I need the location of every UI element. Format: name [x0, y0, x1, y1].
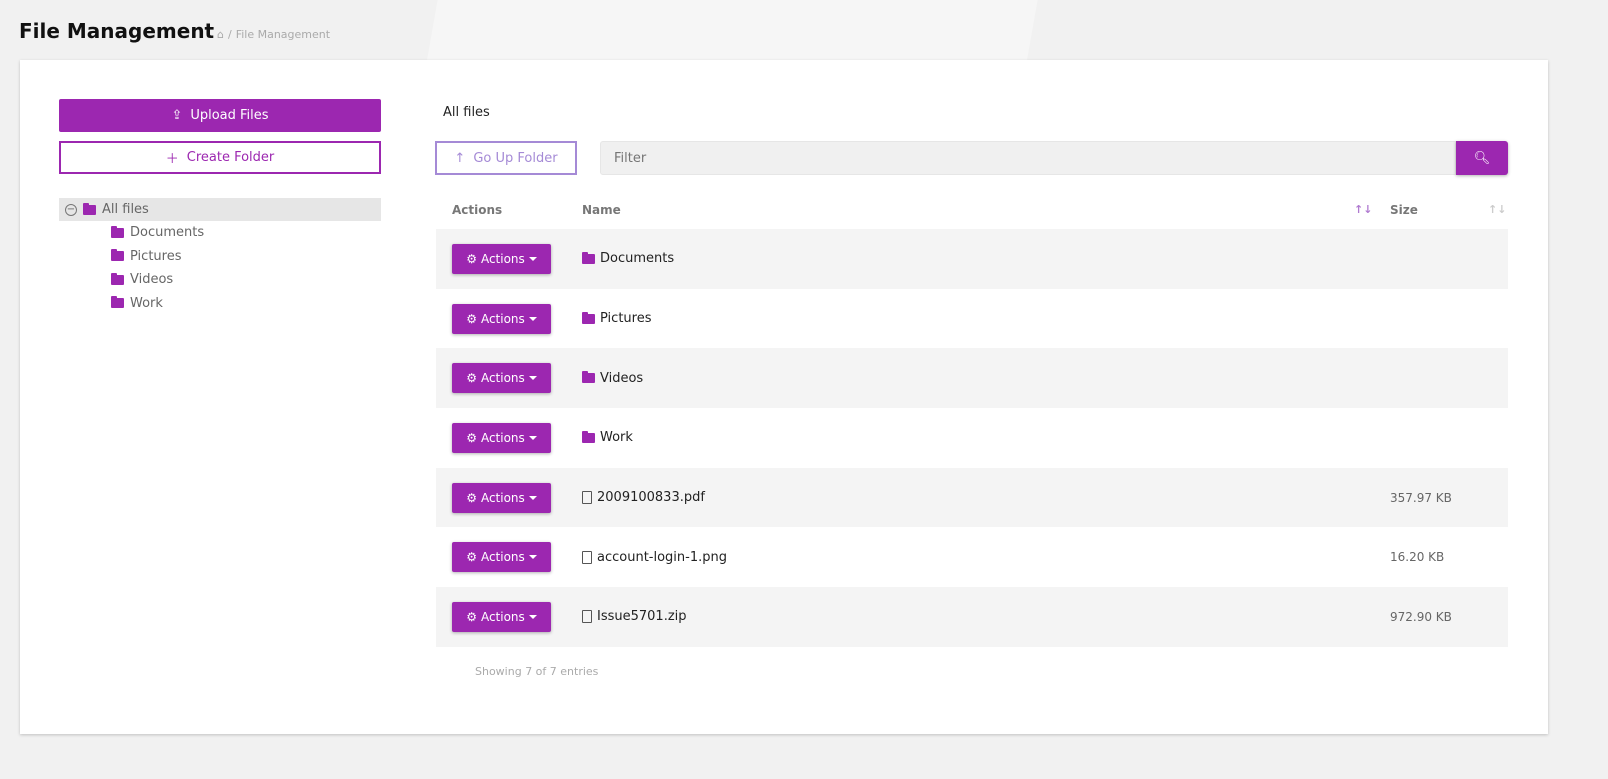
file-size: 357.97 KB: [1390, 490, 1452, 505]
actions-dropdown-button[interactable]: ⚙ Actions: [452, 422, 551, 453]
gear-icon: ⚙: [466, 371, 477, 386]
file-name[interactable]: Documents: [582, 251, 674, 266]
file-size: 16.20 KB: [1390, 550, 1445, 565]
search-button[interactable]: 🔍︎: [1456, 141, 1508, 175]
table-row: ⚙ Actions Issue5701.zip 972.90 KB: [436, 587, 1508, 647]
filter-input[interactable]: [600, 141, 1456, 175]
column-actions: Actions: [452, 203, 503, 217]
column-name[interactable]: Name: [582, 203, 621, 217]
file-name[interactable]: Issue5701.zip: [582, 609, 687, 624]
actions-dropdown-button[interactable]: ⚙ Actions: [452, 303, 551, 334]
home-icon[interactable]: ⌂: [217, 28, 224, 41]
actions-dropdown-button[interactable]: ⚙ Actions: [452, 542, 551, 573]
actions-dropdown-button[interactable]: ⚙ Actions: [452, 482, 551, 513]
caret-down-icon: [528, 614, 537, 619]
tree-item-pictures[interactable]: Pictures: [59, 245, 381, 269]
folder-icon: [582, 430, 595, 443]
entries-count: Showing 7 of 7 entries: [475, 665, 599, 678]
gear-icon: ⚙: [466, 311, 477, 326]
folder-icon: [83, 202, 96, 215]
folder-icon: [111, 296, 124, 309]
folder-icon: [582, 251, 595, 264]
files-table: Actions Name ↑↓ Size ↑↓ ⚙ Actions Document…: [436, 190, 1508, 647]
table-row: ⚙ Actions Videos: [436, 348, 1508, 409]
gear-icon: ⚙: [466, 550, 477, 565]
folder-icon: [111, 272, 124, 285]
file-archive-icon: [582, 610, 592, 624]
folder-tree: − All files Documents Pictures Videos Wor…: [59, 198, 381, 315]
create-folder-button[interactable]: ＋ Create Folder: [59, 141, 381, 174]
folder-plus-icon: ＋: [165, 152, 179, 167]
file-name[interactable]: Pictures: [582, 311, 651, 326]
tree-item-videos[interactable]: Videos: [59, 268, 381, 292]
file-name[interactable]: 2009100833.pdf: [582, 490, 705, 505]
caret-down-icon: [528, 376, 537, 381]
caret-down-icon: [528, 555, 537, 560]
file-manager-card: ⇪ Upload Files ＋ Create Folder − All files …: [20, 60, 1548, 734]
current-folder-label: All files: [443, 105, 490, 120]
table-header: Actions Name ↑↓ Size ↑↓: [436, 190, 1508, 229]
upload-files-button[interactable]: ⇪ Upload Files: [59, 99, 381, 132]
caret-down-icon: [528, 495, 537, 500]
actions-dropdown-button[interactable]: ⚙ Actions: [452, 601, 551, 632]
file-size: 972.90 KB: [1390, 609, 1452, 624]
collapse-icon[interactable]: −: [65, 203, 77, 216]
file-pdf-icon: [582, 491, 592, 505]
table-row: ⚙ Actions Pictures: [436, 289, 1508, 349]
search-icon: 🔍︎: [1473, 150, 1491, 166]
folder-icon: [582, 371, 595, 384]
caret-down-icon: [528, 256, 537, 261]
breadcrumb-current: File Management: [235, 28, 331, 41]
file-name[interactable]: Videos: [582, 371, 643, 386]
actions-dropdown-button[interactable]: ⚙ Actions: [452, 243, 551, 274]
gear-icon: ⚙: [466, 490, 477, 505]
arrow-up-icon: ↑: [454, 150, 466, 166]
caret-down-icon: [528, 435, 537, 440]
tree-item-all-files[interactable]: − All files: [59, 198, 381, 221]
table-row: ⚙ Actions 2009100833.pdf 357.97 KB: [436, 467, 1508, 528]
tree-item-work[interactable]: Work: [59, 292, 381, 316]
sort-icon[interactable]: ↑↓: [1488, 203, 1507, 216]
column-size[interactable]: Size: [1390, 203, 1418, 217]
upload-icon: ⇪: [171, 108, 183, 123]
gear-icon: ⚙: [466, 609, 477, 624]
actions-dropdown-button[interactable]: ⚙ Actions: [452, 363, 551, 394]
table-row: ⚙ Actions Documents: [436, 229, 1508, 289]
page-title: File Management: [19, 19, 215, 43]
gear-icon: ⚙: [466, 430, 477, 445]
file-image-icon: [582, 550, 592, 564]
folder-icon: [111, 249, 124, 262]
file-name[interactable]: account-login-1.png: [582, 550, 727, 565]
caret-down-icon: [528, 316, 537, 321]
table-row: ⚙ Actions Work: [436, 408, 1508, 468]
folder-icon: [582, 311, 595, 324]
table-row: ⚙ Actions account-login-1.png 16.20 KB: [436, 527, 1508, 587]
gear-icon: ⚙: [466, 251, 477, 266]
sort-asc-icon[interactable]: ↑↓: [1354, 203, 1373, 216]
folder-icon: [111, 225, 124, 238]
go-up-folder-button[interactable]: ↑ Go Up Folder: [435, 141, 577, 175]
file-name[interactable]: Work: [582, 430, 633, 445]
breadcrumb: ⌂ / File Management: [217, 28, 331, 41]
tree-item-documents[interactable]: Documents: [59, 221, 381, 245]
